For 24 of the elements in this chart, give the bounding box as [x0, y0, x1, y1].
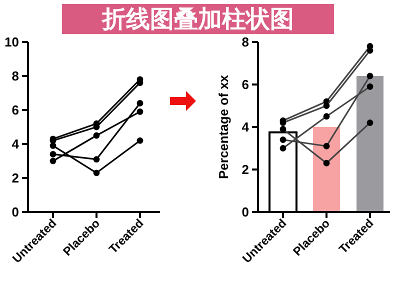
bar [356, 76, 384, 212]
point [93, 156, 100, 162]
y-tick-label: 6 [242, 77, 249, 92]
y-tick-label: 0 [242, 204, 249, 220]
y-tick-label: 4 [242, 120, 250, 135]
bar [313, 127, 340, 212]
y-tick-label: 8 [12, 68, 19, 84]
point [136, 108, 144, 115]
y-tick-label: 4 [12, 136, 20, 152]
point [93, 132, 100, 139]
y-tick-label: 8 [242, 34, 249, 50]
y-tick-label: 10 [4, 34, 19, 50]
y-tick-label: 2 [242, 162, 249, 178]
point [50, 142, 56, 149]
chart-title: 折线图叠加柱状图 [101, 6, 294, 33]
y-axis-title: Percentage of xx [216, 74, 231, 180]
y-tick-label: 2 [12, 170, 19, 186]
y-tick-label: 6 [12, 102, 19, 118]
y-tick-label: 0 [12, 204, 19, 220]
point [136, 100, 144, 106]
point [50, 151, 56, 158]
point [50, 158, 56, 164]
point [93, 170, 100, 176]
point [136, 137, 144, 144]
